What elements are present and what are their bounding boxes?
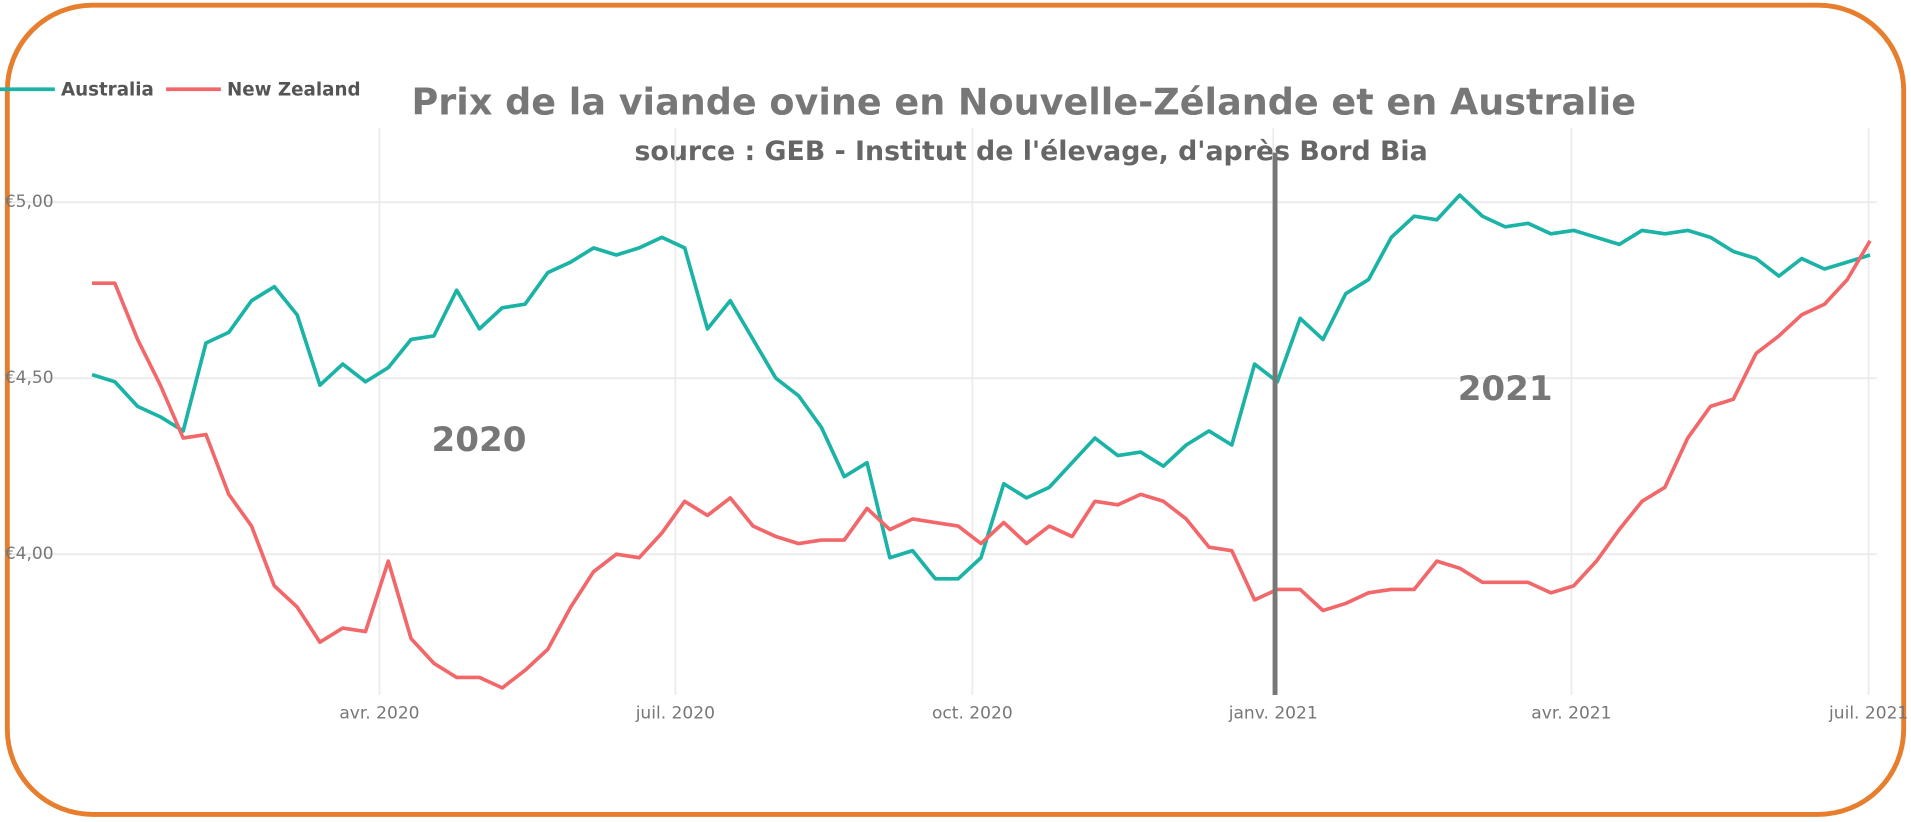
annotation: 2021 bbox=[1458, 369, 1553, 409]
line-series bbox=[91, 193, 1871, 581]
legend-label: New Zealand bbox=[227, 79, 361, 100]
x-tick-label: avr. 2021 bbox=[1531, 703, 1611, 723]
y-tick-label: €4,00 bbox=[5, 544, 54, 564]
legend-label: Australia bbox=[61, 79, 154, 100]
x-tick-label: juil. 2020 bbox=[635, 703, 715, 723]
chart-title: Prix de la viande ovine en Nouvelle-Zéla… bbox=[412, 80, 1637, 123]
line-series bbox=[92, 239, 1872, 690]
x-tick-label: avr. 2020 bbox=[339, 703, 419, 723]
x-tick-label: oct. 2020 bbox=[932, 703, 1013, 723]
y-tick-label: €4,50 bbox=[5, 368, 54, 388]
annotation: 2020 bbox=[432, 420, 527, 460]
x-tick-label: janv. 2021 bbox=[1228, 703, 1318, 723]
y-tick-label: €5,00 bbox=[5, 192, 54, 212]
x-tick-label: juil. 2021 bbox=[1828, 703, 1908, 723]
frame bbox=[4, 2, 1907, 817]
chart-subtitle: source : GEB - Institut de l'élevage, d'… bbox=[634, 136, 1427, 167]
